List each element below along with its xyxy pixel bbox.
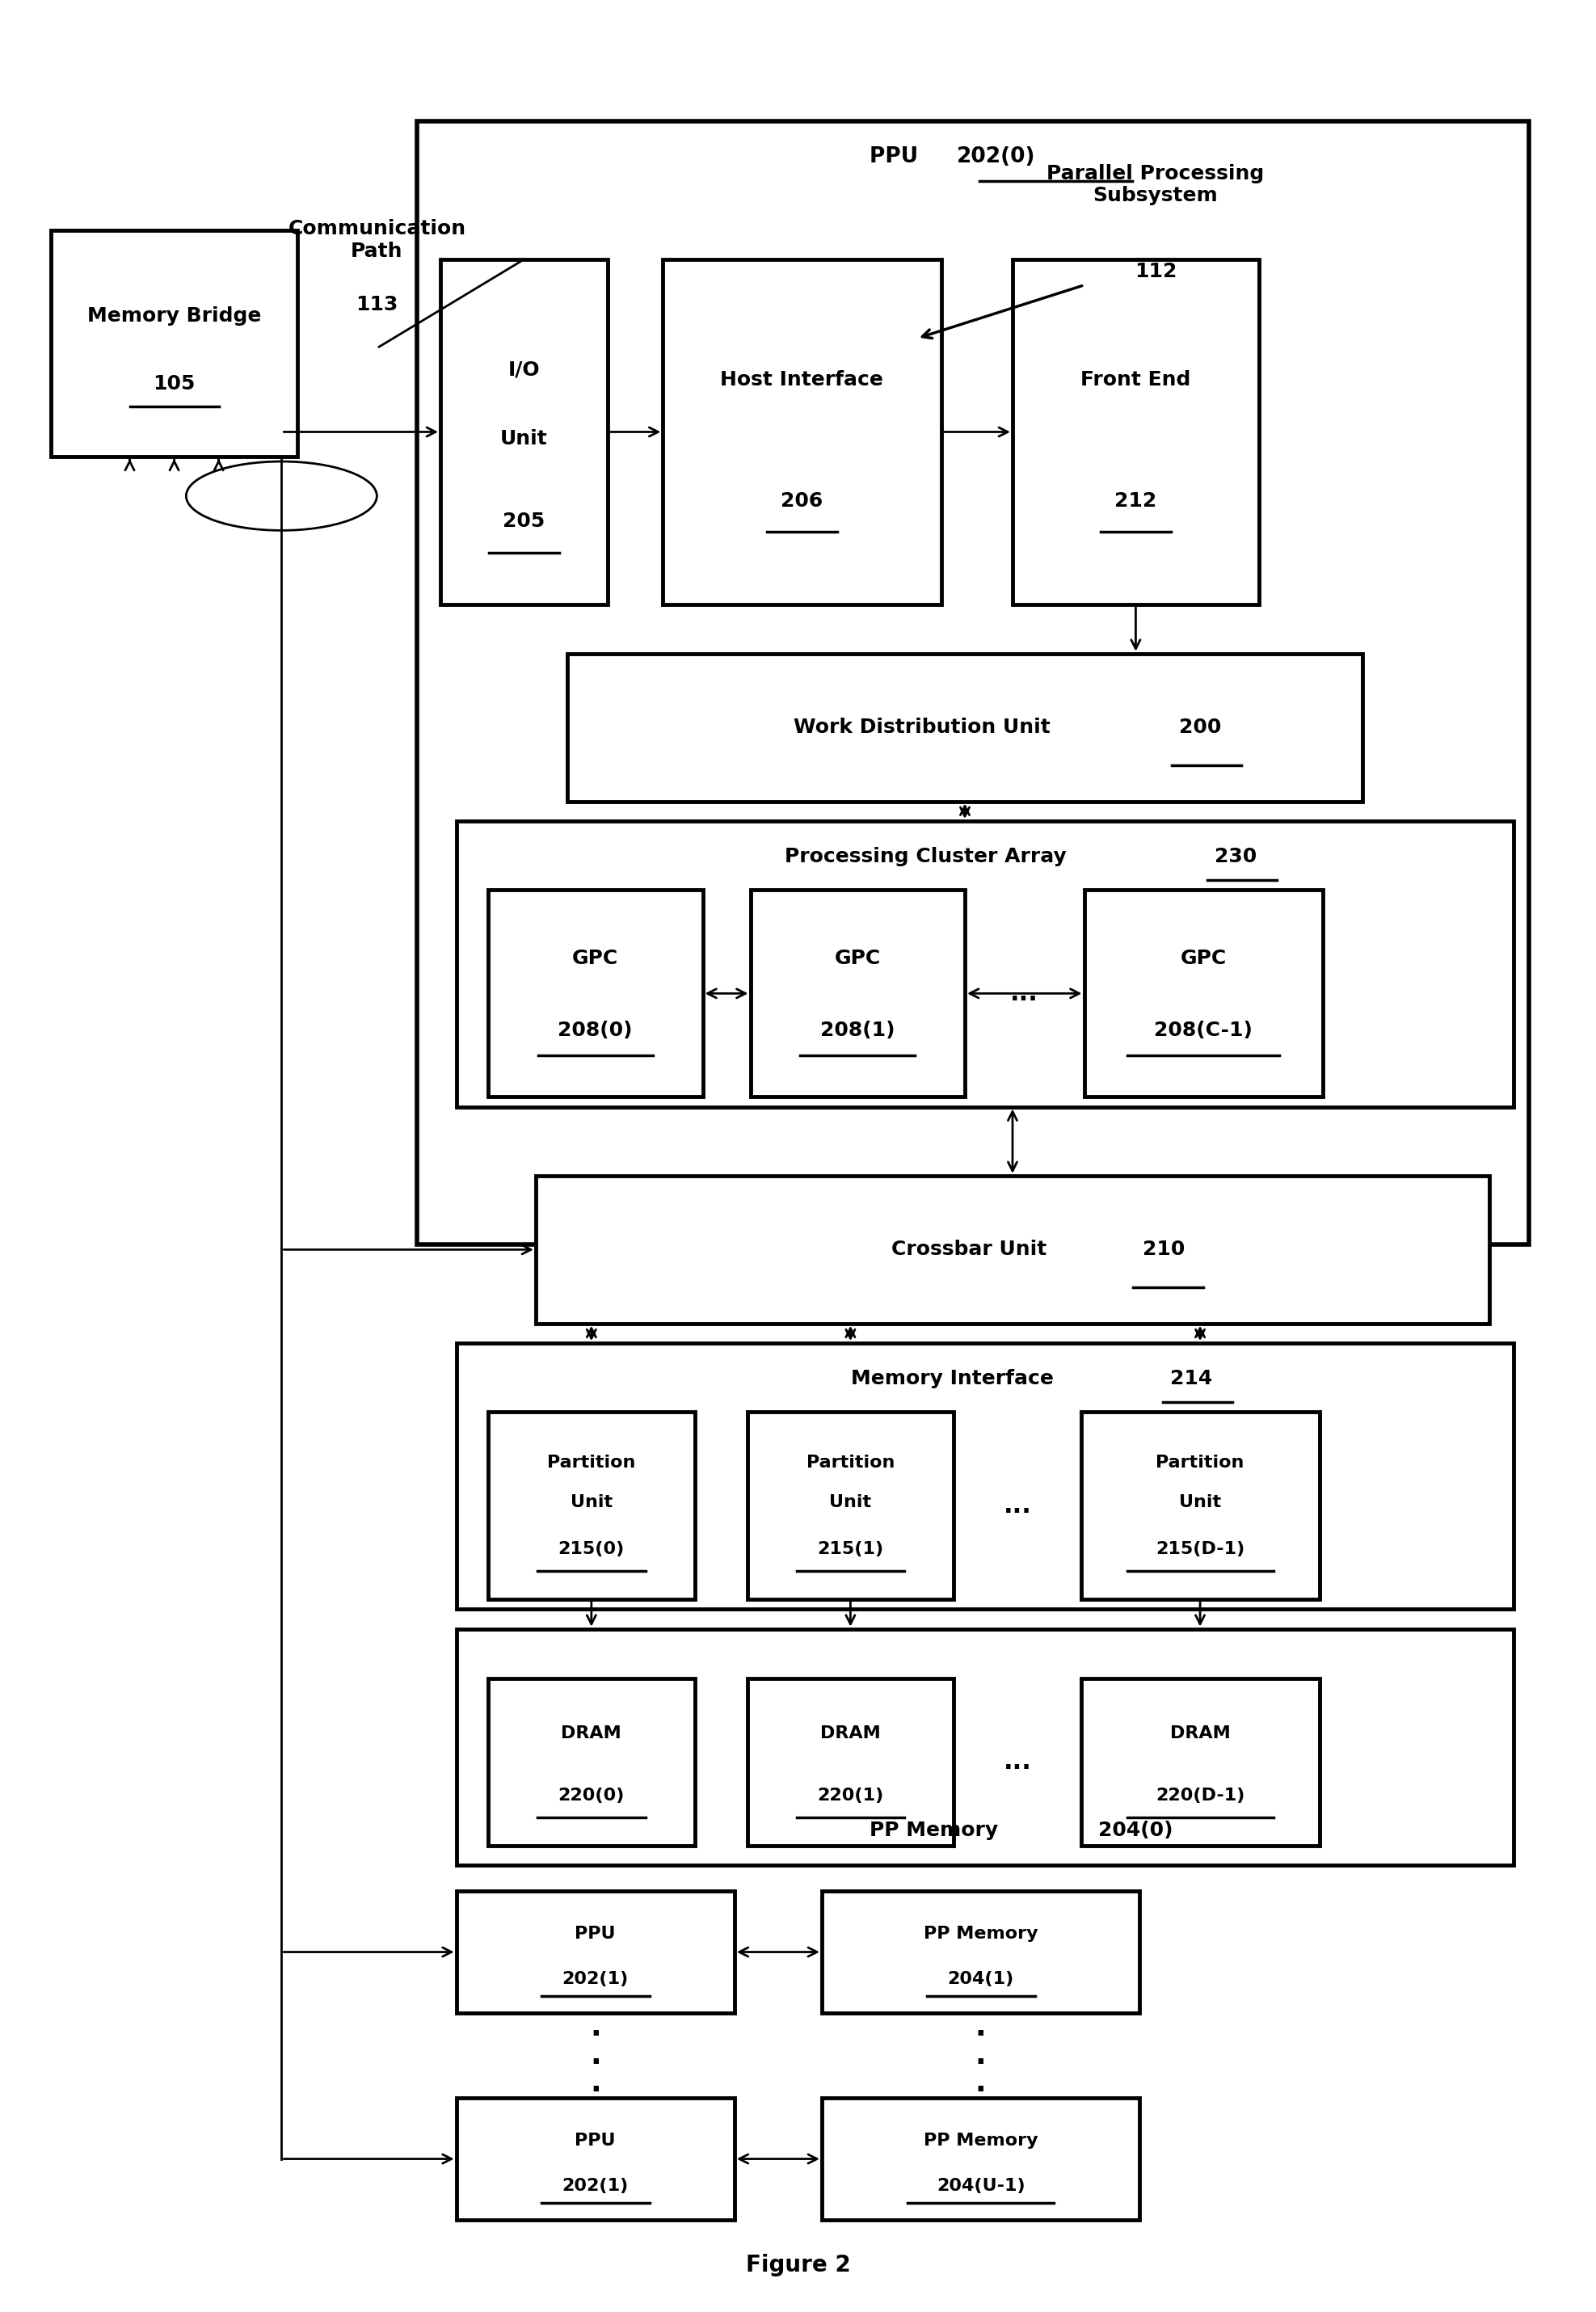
Text: Partition: Partition bbox=[1156, 1454, 1245, 1470]
Text: ...: ... bbox=[1004, 1750, 1031, 1773]
Bar bbox=[456, 2097, 734, 2220]
Text: Unit: Unit bbox=[500, 430, 547, 449]
Bar bbox=[1080, 1413, 1320, 1600]
Text: Parallel Processing
Subsystem: Parallel Processing Subsystem bbox=[1047, 164, 1264, 206]
Text: 230: 230 bbox=[1215, 846, 1258, 867]
Text: Figure 2: Figure 2 bbox=[745, 2254, 851, 2277]
Bar bbox=[1012, 259, 1259, 603]
Bar bbox=[456, 1630, 1513, 1866]
Text: 220(0): 220(0) bbox=[559, 1787, 624, 1803]
Text: Processing Cluster Array: Processing Cluster Array bbox=[785, 846, 1074, 867]
Text: Host Interface: Host Interface bbox=[720, 370, 884, 391]
Text: 215(D-1): 215(D-1) bbox=[1156, 1540, 1245, 1556]
Bar bbox=[456, 821, 1513, 1107]
Text: 204(U-1): 204(U-1) bbox=[937, 2178, 1025, 2194]
Text: 112: 112 bbox=[1135, 261, 1176, 282]
Bar bbox=[536, 1177, 1489, 1322]
Text: DRAM: DRAM bbox=[1170, 1725, 1231, 1741]
Text: 215(1): 215(1) bbox=[817, 1540, 884, 1556]
Text: PP Memory: PP Memory bbox=[870, 1820, 1005, 1840]
Text: Partition: Partition bbox=[547, 1454, 635, 1470]
Text: .: . bbox=[591, 2014, 600, 2041]
Text: PPU: PPU bbox=[575, 2132, 616, 2148]
Text: 212: 212 bbox=[1114, 490, 1157, 511]
Text: 113: 113 bbox=[356, 296, 397, 314]
Text: 220(1): 220(1) bbox=[817, 1787, 884, 1803]
Bar bbox=[488, 1679, 694, 1845]
Text: I/O: I/O bbox=[508, 361, 539, 379]
Text: 210: 210 bbox=[1143, 1239, 1184, 1260]
Text: PP Memory: PP Memory bbox=[924, 1926, 1037, 1942]
Text: DRAM: DRAM bbox=[562, 1725, 621, 1741]
Text: ...: ... bbox=[1010, 983, 1039, 1006]
Bar bbox=[662, 259, 942, 603]
Bar bbox=[51, 229, 297, 455]
Text: 220(D-1): 220(D-1) bbox=[1156, 1787, 1245, 1803]
Text: 105: 105 bbox=[153, 375, 195, 393]
Text: DRAM: DRAM bbox=[820, 1725, 881, 1741]
Text: Work Distribution Unit: Work Distribution Unit bbox=[793, 717, 1057, 738]
Text: 202(1): 202(1) bbox=[562, 1970, 629, 1986]
Text: 214: 214 bbox=[1170, 1369, 1213, 1387]
Bar bbox=[750, 890, 966, 1096]
Text: 205: 205 bbox=[503, 511, 544, 532]
Bar bbox=[488, 890, 702, 1096]
Text: PPU: PPU bbox=[575, 1926, 616, 1942]
Bar bbox=[488, 1413, 694, 1600]
Text: GPC: GPC bbox=[835, 948, 881, 969]
Text: PPU: PPU bbox=[870, 146, 926, 166]
Bar bbox=[440, 259, 608, 603]
Text: Crossbar Unit: Crossbar Unit bbox=[892, 1239, 1053, 1260]
Text: .: . bbox=[975, 2014, 986, 2041]
Text: 208(C-1): 208(C-1) bbox=[1154, 1022, 1253, 1040]
Bar bbox=[456, 1343, 1513, 1609]
Text: .: . bbox=[975, 2041, 986, 2069]
Text: Communication
Path: Communication Path bbox=[287, 220, 466, 261]
Bar bbox=[822, 1891, 1140, 2014]
Text: .: . bbox=[591, 2069, 600, 2097]
Text: Front End: Front End bbox=[1080, 370, 1191, 391]
Bar bbox=[417, 123, 1529, 1244]
Text: Unit: Unit bbox=[570, 1494, 613, 1510]
Text: 208(0): 208(0) bbox=[559, 1022, 632, 1040]
Text: 204(1): 204(1) bbox=[948, 1970, 1013, 1986]
Text: ...: ... bbox=[1004, 1494, 1031, 1517]
Text: GPC: GPC bbox=[1179, 948, 1226, 969]
Text: .: . bbox=[591, 2041, 600, 2069]
Bar bbox=[822, 2097, 1140, 2220]
Text: 200: 200 bbox=[1179, 717, 1221, 738]
Text: Unit: Unit bbox=[830, 1494, 871, 1510]
Bar bbox=[747, 1413, 954, 1600]
Bar bbox=[1080, 1679, 1320, 1845]
Text: 202(1): 202(1) bbox=[562, 2178, 629, 2194]
Text: 208(1): 208(1) bbox=[820, 1022, 895, 1040]
Bar bbox=[747, 1679, 954, 1845]
Bar bbox=[456, 1891, 734, 2014]
Bar bbox=[568, 654, 1363, 802]
Bar bbox=[1084, 890, 1323, 1096]
Text: GPC: GPC bbox=[573, 948, 619, 969]
Text: Memory Bridge: Memory Bridge bbox=[88, 307, 262, 326]
Text: .: . bbox=[975, 2069, 986, 2097]
Text: PP Memory: PP Memory bbox=[924, 2132, 1037, 2148]
Text: 215(0): 215(0) bbox=[559, 1540, 624, 1556]
Text: 204(0): 204(0) bbox=[1098, 1820, 1173, 1840]
Text: Memory Interface: Memory Interface bbox=[851, 1369, 1061, 1387]
Text: 202(0): 202(0) bbox=[958, 146, 1036, 166]
Text: Partition: Partition bbox=[806, 1454, 895, 1470]
Text: Unit: Unit bbox=[1179, 1494, 1221, 1510]
Text: 206: 206 bbox=[780, 490, 824, 511]
